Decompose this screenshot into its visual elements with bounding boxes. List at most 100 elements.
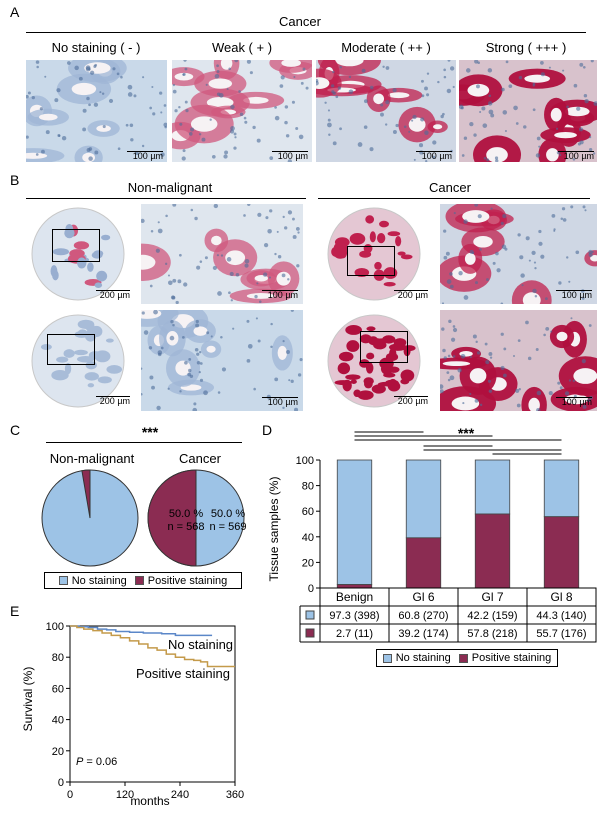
x-tick-label: 360 xyxy=(226,789,244,801)
scale-bar-b-core: 200 µm xyxy=(394,396,428,406)
pie-cancer-left-label: 50.0 % n = 568 xyxy=(167,508,205,533)
legend-label-no: No staining xyxy=(71,574,127,587)
panel-a-header: Cancer xyxy=(279,14,321,29)
tma-core-benign-1 xyxy=(24,205,132,303)
scale-bar-b-core: 200 µm xyxy=(394,290,428,300)
zoom-region-box xyxy=(347,246,395,276)
scale-bar-b-zoom: 100 µm xyxy=(262,290,298,300)
scale-bar-a3: 100 µm xyxy=(558,151,594,161)
pie-cancer-positive-slice xyxy=(147,469,197,567)
category-label: Gl 6 xyxy=(412,590,434,604)
bar-positive xyxy=(474,513,511,589)
y-tick-label: 0 xyxy=(308,583,314,595)
zoom-region-box xyxy=(360,331,408,363)
panel-a-title-1: Weak ( + ) xyxy=(211,40,273,55)
pie-title-non-malignant: Non-malignant xyxy=(49,451,135,466)
pie-cancer-right-label: 50.0 % n = 569 xyxy=(209,508,247,533)
panel-a-title-2: Moderate ( ++ ) xyxy=(341,40,431,55)
bar-positive xyxy=(405,537,442,589)
bar-no-staining xyxy=(405,459,442,539)
bar-no-staining xyxy=(474,459,511,515)
category-label: Gl 8 xyxy=(550,590,572,604)
panel-d-label: D xyxy=(262,422,273,438)
zoom-benign-2 xyxy=(141,310,303,411)
y-tick-label: 60 xyxy=(52,683,64,695)
table-cell: 97.3 (398) xyxy=(329,610,379,622)
legend-label-pos: Positive staining xyxy=(471,652,552,664)
bar-positive xyxy=(543,516,580,589)
p-value: P = 0.06 xyxy=(76,756,118,768)
table-swatch xyxy=(305,628,315,638)
scale-bar-a2: 100 µm xyxy=(416,151,452,161)
y-tick-label: 40 xyxy=(302,532,314,544)
bar-no-staining xyxy=(543,459,580,518)
y-tick-label: 100 xyxy=(296,455,314,467)
panel-e-label: E xyxy=(10,603,20,619)
panel-b-right-rule xyxy=(318,198,590,199)
panel-a-rule xyxy=(26,32,586,33)
km-curve-no-staining xyxy=(70,625,213,637)
curve-label-positive: Positive staining xyxy=(136,666,230,681)
legend-swatch-pos xyxy=(134,576,144,585)
category-label: Benign xyxy=(336,590,373,604)
scale-bar-a0: 100 µm xyxy=(127,151,163,161)
panel-b-left-rule xyxy=(26,198,306,199)
zoom-region-box xyxy=(52,229,100,262)
zoom-region-box xyxy=(47,334,95,365)
x-tick-label: 240 xyxy=(171,789,189,801)
table-cell: 57.8 (218) xyxy=(467,628,517,640)
significance-stars-d: *** xyxy=(457,425,475,441)
panel-a-label: A xyxy=(10,4,20,20)
legend-swatch-no xyxy=(58,576,68,585)
y-tick-label: 80 xyxy=(52,652,64,664)
x-tick-label: 0 xyxy=(67,789,73,801)
table-cell: 60.8 (270) xyxy=(398,610,448,622)
table-cell: 39.2 (174) xyxy=(398,628,448,640)
table-cell: 44.3 (140) xyxy=(536,610,586,622)
micrograph-weak xyxy=(172,60,312,162)
bar-positive xyxy=(336,584,373,589)
table-cell: 55.7 (176) xyxy=(536,628,586,640)
pie-non-malignant-positive-slice xyxy=(81,469,91,519)
y-tick-label: 0 xyxy=(58,777,64,789)
table-cell: 2.7 (11) xyxy=(336,628,373,640)
km-plot: 100 80 60 40 20 00 120 240 360 xyxy=(46,621,245,801)
legend-c: No staining Positive staining xyxy=(44,572,242,589)
x-axis-label-e: months xyxy=(130,794,170,808)
micrograph-no-staining xyxy=(26,60,167,162)
micrograph-moderate xyxy=(316,60,456,162)
y-tick-label: 60 xyxy=(302,506,314,518)
scale-bar-b-core: 200 µm xyxy=(96,396,130,406)
bar-no-staining xyxy=(336,459,373,585)
pie-title-cancer: Cancer xyxy=(179,451,221,466)
y-tick-label: 20 xyxy=(302,557,314,569)
table-cell: 42.2 (159) xyxy=(467,610,517,622)
scale-bar-b-core: 200 µm xyxy=(96,290,130,300)
y-tick-label: 20 xyxy=(52,746,64,758)
zoom-benign-1 xyxy=(141,204,303,304)
panel-c-rule xyxy=(46,442,242,443)
zoom-cancer-2 xyxy=(440,310,597,411)
zoom-cancer-1 xyxy=(440,204,597,304)
table-swatch xyxy=(305,610,315,620)
scale-bar-b-zoom: 100 µm xyxy=(556,397,592,407)
category-label: Gl 7 xyxy=(481,590,503,604)
legend-swatch-pos xyxy=(458,653,468,663)
bar-chart: 0 20 40 60 80 100 Benign Gl 6 Gl 7 Gl 8 97.3 (398)… xyxy=(296,431,597,643)
scale-bar-b-zoom: 100 µm xyxy=(556,290,592,300)
tma-core-benign-2 xyxy=(24,312,132,410)
y-tick-label: 100 xyxy=(46,621,64,633)
curve-label-no-staining: No staining xyxy=(168,637,234,652)
y-tick-label: 40 xyxy=(52,715,64,727)
legend-label-no: No staining xyxy=(395,652,451,664)
legend-d: No staining Positive staining xyxy=(376,649,558,667)
significance-stars-c: *** xyxy=(141,424,159,440)
legend-label-pos: Positive staining xyxy=(147,574,228,587)
tma-core-cancer-2 xyxy=(318,312,430,410)
panel-a-title-3: Strong ( +++ ) xyxy=(485,40,567,55)
y-tick-label: 80 xyxy=(302,481,314,493)
scale-bar-b-zoom: 100 µm xyxy=(262,397,298,407)
micrograph-strong xyxy=(459,60,597,162)
scale-bar-a1: 100 µm xyxy=(272,151,308,161)
pie-charts xyxy=(41,469,245,567)
